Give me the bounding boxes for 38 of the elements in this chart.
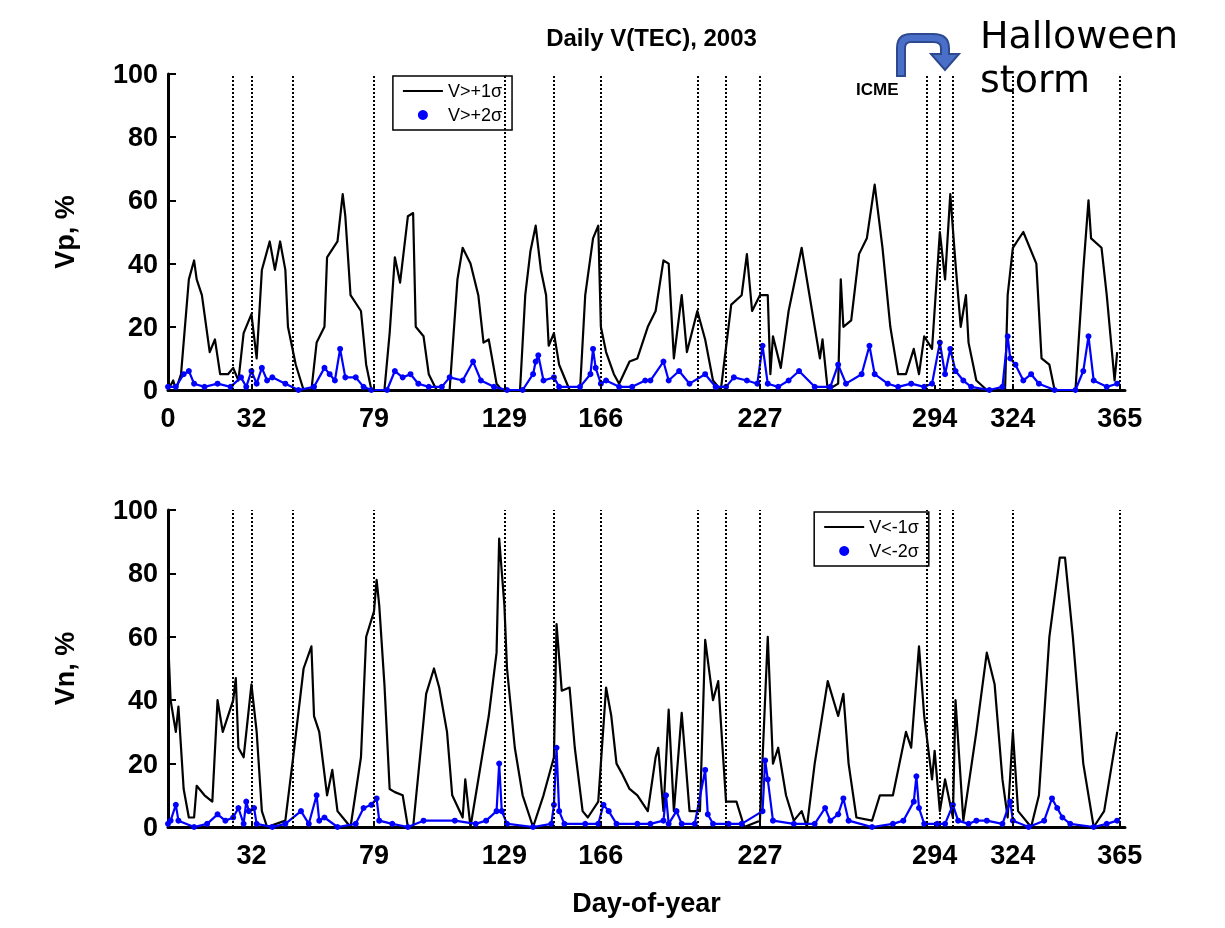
annotation: Halloween storm: [980, 13, 1180, 102]
y-tick-label: 80: [127, 558, 158, 589]
y-tick-label: 40: [127, 248, 158, 279]
y-tick-label: 0: [142, 812, 158, 842]
y-tick-label: 60: [127, 185, 158, 216]
x-axis-title: Day-of-year: [572, 887, 722, 918]
x-tick-label: 32: [236, 839, 267, 870]
x-tick-label: 166: [578, 402, 624, 433]
y-axis-title: Vp, %: [49, 195, 80, 269]
legend-label: V<-2σ: [869, 541, 919, 561]
x-tick-label: 294: [912, 402, 958, 433]
annotation: ICME: [856, 80, 900, 100]
x-tick-label: 129: [481, 839, 527, 870]
x-tick-label: 227: [737, 402, 783, 433]
chart-title: Daily V(TEC), 2003: [546, 23, 757, 51]
y-tick-label: 20: [127, 311, 158, 342]
x-tick-label: 227: [737, 839, 783, 870]
x-tick-label: 324: [990, 402, 1036, 433]
y-tick-label: 60: [127, 621, 158, 652]
legend-label: V>+1σ: [447, 81, 503, 101]
x-tick-label: 32: [236, 402, 267, 433]
x-tick-label: 294: [912, 839, 958, 870]
x-tick-label: 166: [578, 839, 624, 870]
y-tick-label: 80: [127, 122, 158, 153]
x-tick-label: 324: [990, 839, 1036, 870]
y-tick-label: 0: [142, 375, 158, 405]
legend-label: V<-1σ: [869, 517, 919, 537]
y-tick-label: 100: [112, 495, 158, 525]
y-tick-label: 20: [127, 748, 158, 779]
y-tick-label: 40: [127, 685, 158, 716]
x-tick-label: 79: [358, 402, 390, 433]
x-tick-label: 365: [1097, 402, 1143, 433]
y-tick-label: 100: [112, 59, 158, 89]
legend-label: V>+2σ: [447, 105, 503, 125]
x-tick-label: 79: [358, 839, 390, 870]
y-axis-title: Vn, %: [49, 631, 80, 706]
x-tick-label: 365: [1097, 839, 1143, 870]
x-tick-label: 129: [481, 402, 527, 433]
